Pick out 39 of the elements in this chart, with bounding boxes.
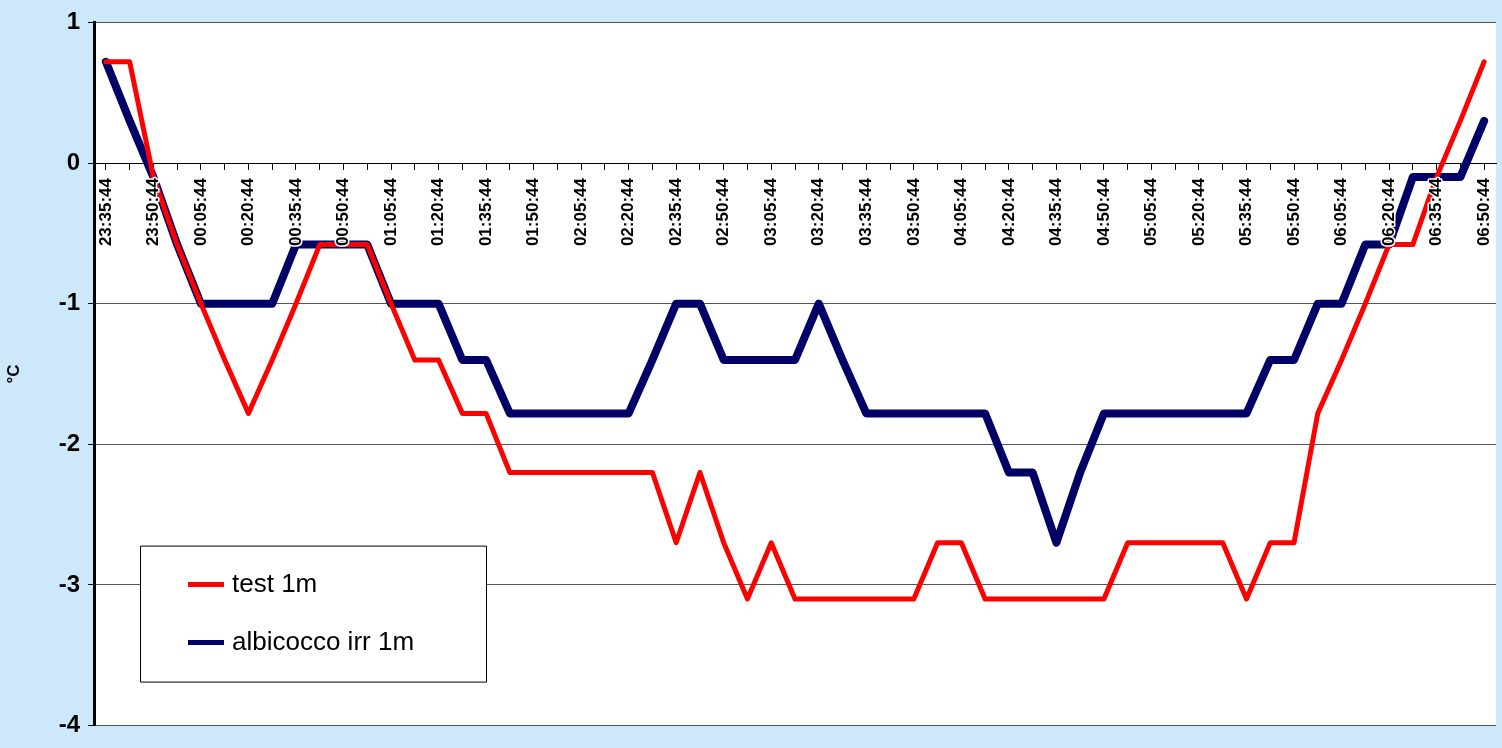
y-tick-label: 1 <box>66 7 80 35</box>
legend-label: albicocco irr 1m <box>232 625 415 656</box>
x-tick-label: 06:50:44 <box>1473 177 1493 247</box>
y-tick-label: -2 <box>58 428 80 456</box>
x-tick-label: 00:50:44 <box>333 177 353 247</box>
x-tick-label: 03:05:44 <box>760 177 780 247</box>
x-tick-label: 01:50:44 <box>523 177 543 247</box>
y-axis-title: °C <box>3 364 23 384</box>
x-tick-label: 05:50:44 <box>1283 177 1303 247</box>
x-tick-label: 06:20:44 <box>1378 177 1398 247</box>
x-tick-label: 01:05:44 <box>380 177 400 247</box>
x-tick-label: 04:35:44 <box>1046 177 1066 247</box>
legend-label: test 1m <box>232 567 318 598</box>
x-tick-label: 06:35:44 <box>1426 177 1446 247</box>
x-tick-label: 05:20:44 <box>1188 177 1208 247</box>
x-tick-label: 05:05:44 <box>1141 177 1161 247</box>
y-tick-label: -3 <box>58 569 80 597</box>
y-tick-label: -1 <box>58 288 80 316</box>
x-tick-label: 00:20:44 <box>238 177 258 247</box>
x-tick-label: 04:05:44 <box>951 177 971 247</box>
x-tick-label: 00:05:44 <box>190 177 210 247</box>
x-tick-label: 02:05:44 <box>570 177 590 247</box>
x-tick-label: 03:20:44 <box>808 177 828 247</box>
x-tick-label: 23:50:44 <box>143 177 163 247</box>
x-tick-label: 03:35:44 <box>855 177 875 247</box>
x-tick-label: 04:20:44 <box>998 177 1018 247</box>
x-tick-label: 02:50:44 <box>713 177 733 247</box>
x-tick-label: 04:50:44 <box>1093 177 1113 247</box>
x-tick-label: 23:35:44 <box>95 177 115 247</box>
x-tick-label: 02:20:44 <box>618 177 638 247</box>
x-tick-label: 03:50:44 <box>903 177 923 247</box>
y-tick-label: 0 <box>66 147 80 175</box>
y-tick-label: -4 <box>58 710 81 738</box>
x-tick-label: 00:35:44 <box>285 177 305 247</box>
x-tick-label: 01:20:44 <box>428 177 448 247</box>
x-tick-label: 01:35:44 <box>475 177 495 247</box>
x-tick-label: 05:35:44 <box>1236 177 1256 247</box>
x-tick-label: 02:35:44 <box>665 177 685 247</box>
x-tick-label: 06:05:44 <box>1331 177 1351 247</box>
